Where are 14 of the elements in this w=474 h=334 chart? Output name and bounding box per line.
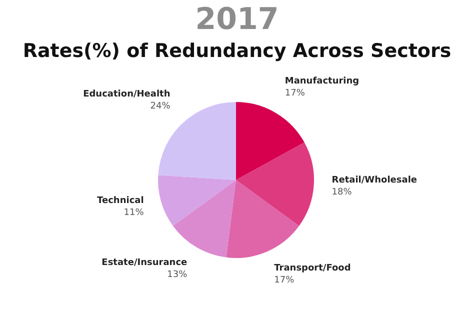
slice-label: Estate/Insurance [102, 258, 188, 268]
chart-title: 2017 [194, 2, 280, 37]
data-label: 11% [124, 208, 144, 218]
slice-label: Education/Health [83, 89, 170, 100]
data-label: 17% [274, 275, 295, 286]
data-label: 13% [167, 270, 188, 280]
slice-label: Retail/Wholesale [332, 175, 418, 186]
chart-subtitle: Rates(%) of Redundancy Across Sectors [22, 40, 452, 62]
data-label: 17% [284, 88, 306, 99]
data-label: 18% [332, 187, 352, 198]
slice-label: Technical [97, 196, 144, 206]
slice-label: Transport/Food [274, 263, 351, 274]
slice-label: Manufacturing [284, 76, 360, 87]
data-label: 24% [150, 101, 171, 112]
